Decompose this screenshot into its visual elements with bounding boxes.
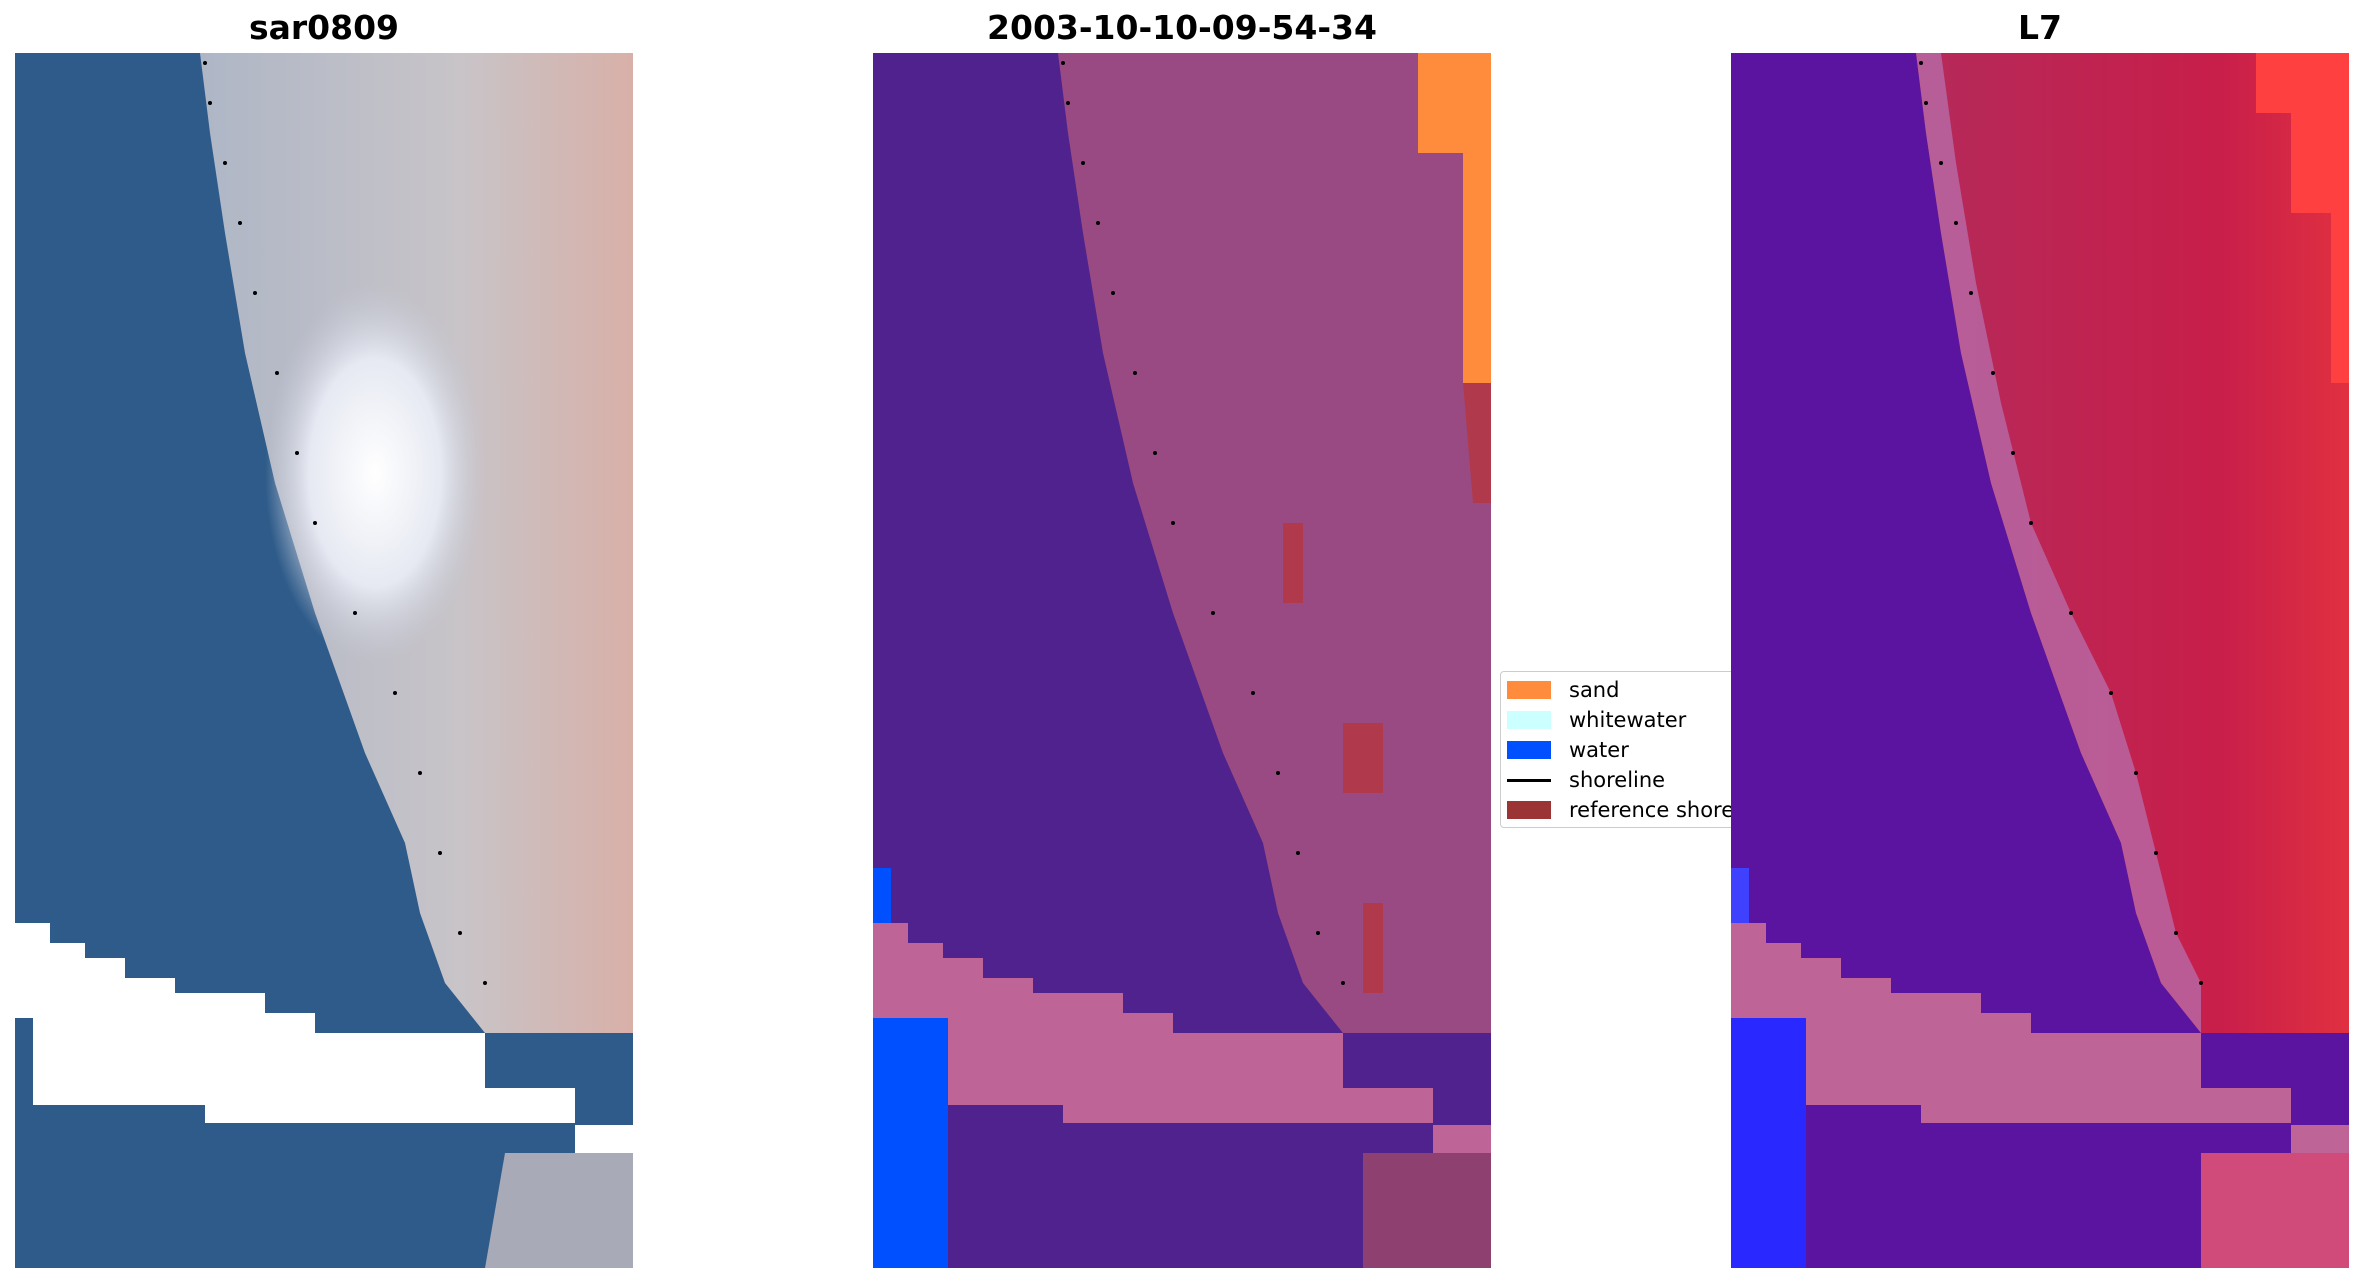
class-reference-shore-3 (1343, 723, 1383, 793)
shoreline-dots-classified (1061, 61, 1345, 985)
class-water-blue-lower (873, 1018, 948, 1268)
legend-item-sand: sand (1507, 677, 1619, 703)
index-transition (1916, 53, 2201, 1033)
panel-title-index: L7 (2018, 8, 2062, 47)
index-image-panel (1731, 53, 2349, 1268)
legend-label-water: water (1569, 738, 1629, 762)
index-mask-overlay (1731, 923, 2349, 1153)
panel-title-rgb: sar0809 (248, 8, 400, 47)
class-mask-overlay (873, 923, 1491, 1153)
index-water-blue-left (1731, 868, 1749, 923)
class-reference-shore (1463, 383, 1491, 503)
legend: sand whitewater water shoreline referenc… (1500, 671, 1736, 828)
legend-label-reference-shoreline: reference shoreline (1569, 798, 1735, 822)
class-reference-shore-4 (1363, 903, 1383, 993)
legend-label-whitewater: whitewater (1569, 708, 1687, 732)
legend-item-whitewater: whitewater (1507, 707, 1686, 733)
legend-swatch-reference-shoreline (1507, 801, 1551, 819)
classified-image-panel (873, 53, 1491, 1268)
index-water-blue-lower (1731, 1018, 1806, 1268)
legend-item-reference-shoreline: reference shoreline (1507, 797, 1735, 823)
legend-label-shoreline: shoreline (1569, 768, 1666, 792)
index-high-strip (2256, 53, 2349, 383)
legend-swatch-sand (1507, 681, 1551, 699)
class-sand-strip (1418, 53, 1491, 383)
shoreline-dots-rgb (203, 61, 487, 985)
legend-swatch-whitewater (1507, 711, 1551, 729)
legend-swatch-water (1507, 741, 1551, 759)
shoreline-dots-index (1919, 61, 2203, 985)
class-land-lower (1363, 1153, 1491, 1268)
legend-item-shoreline: shoreline (1507, 767, 1665, 793)
rgb-nodata-mask (15, 923, 633, 1153)
index-land (1916, 53, 2349, 1033)
class-water-blue-left (873, 868, 891, 923)
legend-line-shoreline (1507, 778, 1551, 782)
legend-item-water: water (1507, 737, 1629, 763)
class-reference-shore-2 (1283, 523, 1303, 603)
rgb-land-lower (485, 1153, 633, 1268)
rgb-bright-sand (265, 283, 485, 663)
index-land-lower (2201, 1153, 2349, 1268)
panel-title-classified: 2003-10-10-09-54-34 (987, 8, 1377, 47)
rgb-image-panel (15, 53, 633, 1268)
legend-label-sand: sand (1569, 678, 1620, 702)
